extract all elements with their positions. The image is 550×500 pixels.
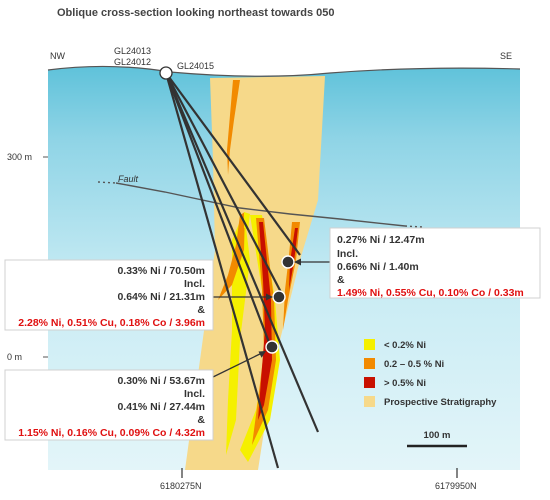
drillhole-label-gl24013: GL24013	[114, 46, 151, 56]
legend-label-high: > 0.5% Ni	[384, 378, 426, 389]
drillhole-trace-extension-b	[164, 72, 280, 469]
leader-right-head	[294, 258, 301, 266]
direction-right-label: SE	[500, 51, 512, 61]
northing-label-right: 6179950N	[435, 481, 477, 491]
intercept-middle-line1: 0.33% Ni / 70.50m	[117, 265, 205, 277]
topography-line	[47, 65, 521, 77]
drillhole-trace-gl24015	[165, 72, 301, 256]
intercept-right-line3: 0.66% Ni / 1.40m	[337, 261, 419, 273]
legend-swatch-mid	[364, 358, 375, 369]
intercept-box-middle	[4, 259, 214, 331]
drillhole-trace-gl24013	[164, 72, 272, 346]
leader-middle-head	[266, 293, 273, 301]
leader-arrows	[212, 258, 330, 378]
intercept-lower-line2: Incl.	[184, 388, 205, 400]
intercept-marker-middle	[272, 290, 286, 304]
elevation-label-0: 0 m	[7, 352, 22, 362]
leader-lower	[212, 351, 265, 378]
intercept-lower-line3: 0.41% Ni / 27.44m	[117, 401, 205, 413]
intercept-box-lower	[4, 369, 214, 441]
scale-bar-label: 100 m	[424, 430, 451, 441]
legend-label-mid: 0.2 – 0.5 % Ni	[384, 359, 444, 370]
intercept-marker-right	[281, 255, 295, 269]
legend-label-stratigraphy: Prospective Stratigraphy	[384, 397, 497, 408]
intercept-middle-line2: Incl.	[184, 278, 205, 290]
fault-label: Fault	[118, 174, 139, 184]
direction-left-label: NW	[50, 51, 65, 61]
leader-lower-head	[258, 351, 266, 358]
fault-line	[115, 182, 406, 227]
legend-label-low: < 0.2% Ni	[384, 340, 426, 351]
drillhole-label-gl24015: GL24015	[177, 61, 214, 71]
legend-swatch-low	[364, 339, 375, 350]
drillhole-traces	[164, 72, 320, 469]
northing-label-left: 6180275N	[160, 481, 202, 491]
drillhole-label-gl24012: GL24012	[114, 57, 151, 67]
intercept-lower-line4: &	[197, 414, 205, 426]
intercept-marker-lower	[265, 340, 279, 354]
drill-collar	[159, 66, 173, 80]
legend: < 0.2% Ni 0.2 – 0.5 % Ni > 0.5% Ni Prosp…	[364, 339, 497, 408]
intercept-middle-line5: 2.28% Ni, 0.51% Cu, 0.18% Co / 3.96m	[18, 317, 205, 329]
mineral-lens-main-red	[258, 222, 272, 420]
mineral-lens-orange-left	[218, 212, 245, 300]
drillhole-trace-gl24012	[165, 72, 284, 297]
intercept-lower-line1: 0.30% Ni / 53.67m	[117, 375, 205, 387]
mineral-lens-orange-upper	[227, 80, 240, 175]
elevation-label-300: 300 m	[7, 152, 32, 162]
intercept-right-line1: 0.27% Ni / 12.47m	[337, 234, 425, 246]
intercept-lower-line5: 1.15% Ni, 0.16% Cu, 0.09% Co / 4.32m	[18, 427, 205, 439]
intercept-right-line5: 1.49% Ni, 0.55% Cu, 0.10% Co / 0.33m	[337, 287, 524, 299]
intercept-box-right	[329, 227, 541, 299]
intercept-middle-line4: &	[197, 304, 205, 316]
intercept-middle-line3: 0.64% Ni / 21.31m	[117, 291, 205, 303]
drillhole-trace-extension-a	[164, 72, 320, 433]
fault-line-dashed-left	[97, 181, 117, 184]
legend-swatch-stratigraphy	[364, 396, 375, 407]
legend-swatch-high	[364, 377, 375, 388]
intercept-right-line2: Incl.	[337, 248, 358, 260]
figure-title: Oblique cross-section looking northeast …	[57, 7, 335, 19]
intercept-right-line4: &	[337, 274, 345, 286]
